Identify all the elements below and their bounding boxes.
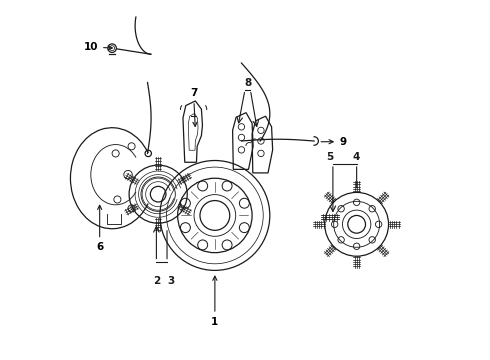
Text: 2: 2 bbox=[153, 276, 160, 286]
Text: 3: 3 bbox=[167, 276, 174, 286]
Text: 8: 8 bbox=[244, 77, 251, 87]
Text: 10: 10 bbox=[84, 42, 112, 52]
Text: 5: 5 bbox=[326, 152, 334, 162]
Text: 4: 4 bbox=[353, 152, 360, 162]
Text: 1: 1 bbox=[211, 276, 219, 327]
Text: 6: 6 bbox=[96, 205, 103, 252]
Text: 7: 7 bbox=[190, 88, 197, 126]
Text: 9: 9 bbox=[321, 137, 347, 147]
